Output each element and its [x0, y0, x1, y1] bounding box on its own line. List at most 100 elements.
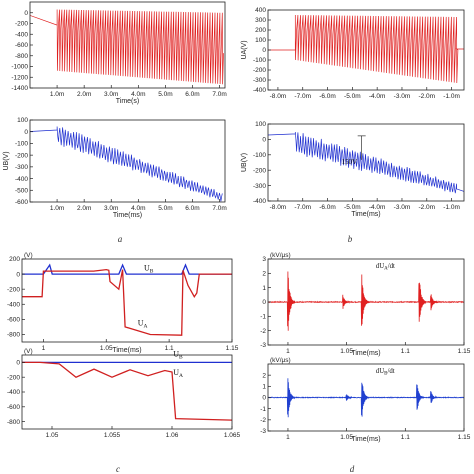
x-axis-label: Time(ms) [351, 350, 380, 357]
x-tick-label: 1.05 [46, 432, 59, 439]
x-tick-label: -4.0m [369, 204, 386, 211]
series-line-a2 [30, 126, 223, 202]
x-tick-label: 1 [42, 345, 46, 352]
y-axis-label: (kV/μs) [270, 252, 291, 259]
y-tick-label: 300 [255, 17, 266, 24]
legend-sub: B [384, 372, 388, 377]
x-tick-label: 2.0m [77, 91, 91, 98]
y-tick-label: 0 [16, 271, 20, 278]
axes-frame [21, 354, 233, 430]
y-tick-label: -800 [7, 332, 20, 339]
legend-post: /dt [388, 263, 395, 270]
y-tick-label: 0 [262, 395, 266, 402]
y-tick-label: -200 [253, 67, 266, 74]
caption-b: b [348, 234, 353, 244]
y-tick-label: -300 [253, 77, 266, 84]
series-line-ub [22, 263, 232, 275]
x-tick-label: 4.0m [131, 205, 145, 212]
plots-layer: 1.0m 2.0m 3.0m 4.0m 5.0m 6.0m 7.0m0-200-400-60… [3, 1, 471, 443]
x-tick-label: -3.0m [394, 93, 411, 100]
x-tick-label: -6.0m [319, 204, 336, 211]
x-tick-label: 3.0m [104, 91, 118, 98]
plot-area [268, 14, 464, 84]
x-tick-label: -8.0m [270, 204, 287, 211]
y-tick-label: 0 [24, 10, 28, 17]
x-tick-label: 6.0m [185, 205, 199, 212]
y-tick-label: -100 [253, 57, 266, 64]
y-tick-label: 0 [16, 360, 20, 367]
series-label-sub: A [143, 323, 147, 329]
series-label-b: UB [144, 263, 154, 274]
caption-c: c [116, 464, 120, 474]
series-label-a: UA [173, 368, 183, 379]
plot-area [268, 378, 464, 418]
caption-d: d [350, 464, 355, 474]
y-tick-label: 0 [262, 299, 266, 306]
axes-frame [267, 123, 465, 202]
x-tick-label: 1.055 [104, 432, 121, 439]
y-tick-label: -1400 [11, 85, 28, 92]
plot-area [22, 361, 232, 421]
y-tick-label: -200 [7, 286, 20, 293]
plot-area [22, 263, 232, 336]
x-tick-label: 1.0m [50, 91, 64, 98]
y-tick-label: -400 [15, 31, 28, 38]
y-axis-label: (V) [24, 252, 33, 259]
x-tick-label: -6.0m [319, 93, 336, 100]
y-tick-label: 2 [262, 271, 266, 278]
y-tick-label: 1 [262, 285, 266, 292]
x-tick-label: -2.0m [418, 93, 435, 100]
y-tick-label: -300 [15, 164, 28, 171]
y-tick-label: 400 [255, 7, 266, 14]
x-tick-label: 4.0m [131, 91, 145, 98]
y-tick-label: -600 [7, 317, 20, 324]
y-tick-label: 0 [262, 47, 266, 54]
chart-b2: -8.0m -7.0m -6.0m -5.0m -4.0m -3.0m -2.0m -1.0m… [241, 121, 465, 218]
y-tick-label: -1 [260, 314, 266, 321]
x-tick-label: -1.0m [443, 93, 460, 100]
axes-frame [21, 258, 233, 343]
legend-sub: A [384, 267, 388, 272]
y-tick-label: -2 [260, 417, 266, 424]
x-tick-label: 1.1 [401, 434, 410, 441]
series-legend-label: dUA/dt [376, 263, 395, 272]
x-tick-label: 1.0m [50, 205, 64, 212]
y-tick-label: -1000 [11, 64, 28, 71]
y-tick-label: -200 [15, 21, 28, 28]
y-tick-label: -200 [7, 374, 20, 381]
x-tick-label: -4.0m [369, 93, 386, 100]
y-tick-label: -400 [7, 301, 20, 308]
x-axis-label: Time(s) [116, 98, 139, 105]
series-label-sub: B [150, 268, 154, 274]
y-tick-label: 200 [255, 27, 266, 34]
x-tick-label: 6.0m [185, 91, 199, 98]
x-tick-label: 3.0m [104, 205, 118, 212]
series-legend-label: dUB/dt [376, 368, 395, 377]
x-axis-label: Time(ms) [351, 436, 380, 443]
series-line-a1 [30, 9, 224, 85]
x-tick-label: -2.0m [418, 204, 435, 211]
chart-b1: -8.0m -7.0m -6.0m -5.0m -4.0m -3.0m -2.0m -1.0m… [241, 7, 465, 100]
x-tick-label: 1.1 [165, 345, 174, 352]
y-tick-label: 2 [262, 372, 266, 379]
y-tick-label: -300 [253, 183, 266, 190]
x-tick-label: 7.0m [212, 205, 226, 212]
legend-post: /dt [387, 368, 394, 375]
x-tick-label: -7.0m [294, 93, 311, 100]
x-tick-label: 1 [286, 348, 290, 355]
x-tick-label: 1.05 [100, 345, 113, 352]
x-tick-label: 1.15 [226, 345, 239, 352]
y-tick-label: -1200 [11, 74, 28, 81]
y-tick-label: 0 [24, 129, 28, 136]
axes-frame [29, 119, 226, 203]
y-tick-label: -1 [260, 406, 266, 413]
chart-c1: 1 1.05 1.1 1.15 200 0 -200 -400 -600 -800 Time(ms)… [7, 252, 239, 354]
x-tick-label: 1.065 [224, 432, 241, 439]
x-tick-label: -3.0m [394, 204, 411, 211]
y-tick-label: -100 [15, 141, 28, 148]
annotation-text: 150V [342, 158, 358, 166]
y-tick-label: -600 [15, 42, 28, 49]
x-tick-label: 1.05 [340, 348, 353, 355]
series-label-a: UA [138, 318, 148, 329]
chart-a2: 1.0m 2.0m 3.0m 4.0m 5.0m 6.0m 7.0m 100 0 -100 -200… [3, 117, 227, 219]
